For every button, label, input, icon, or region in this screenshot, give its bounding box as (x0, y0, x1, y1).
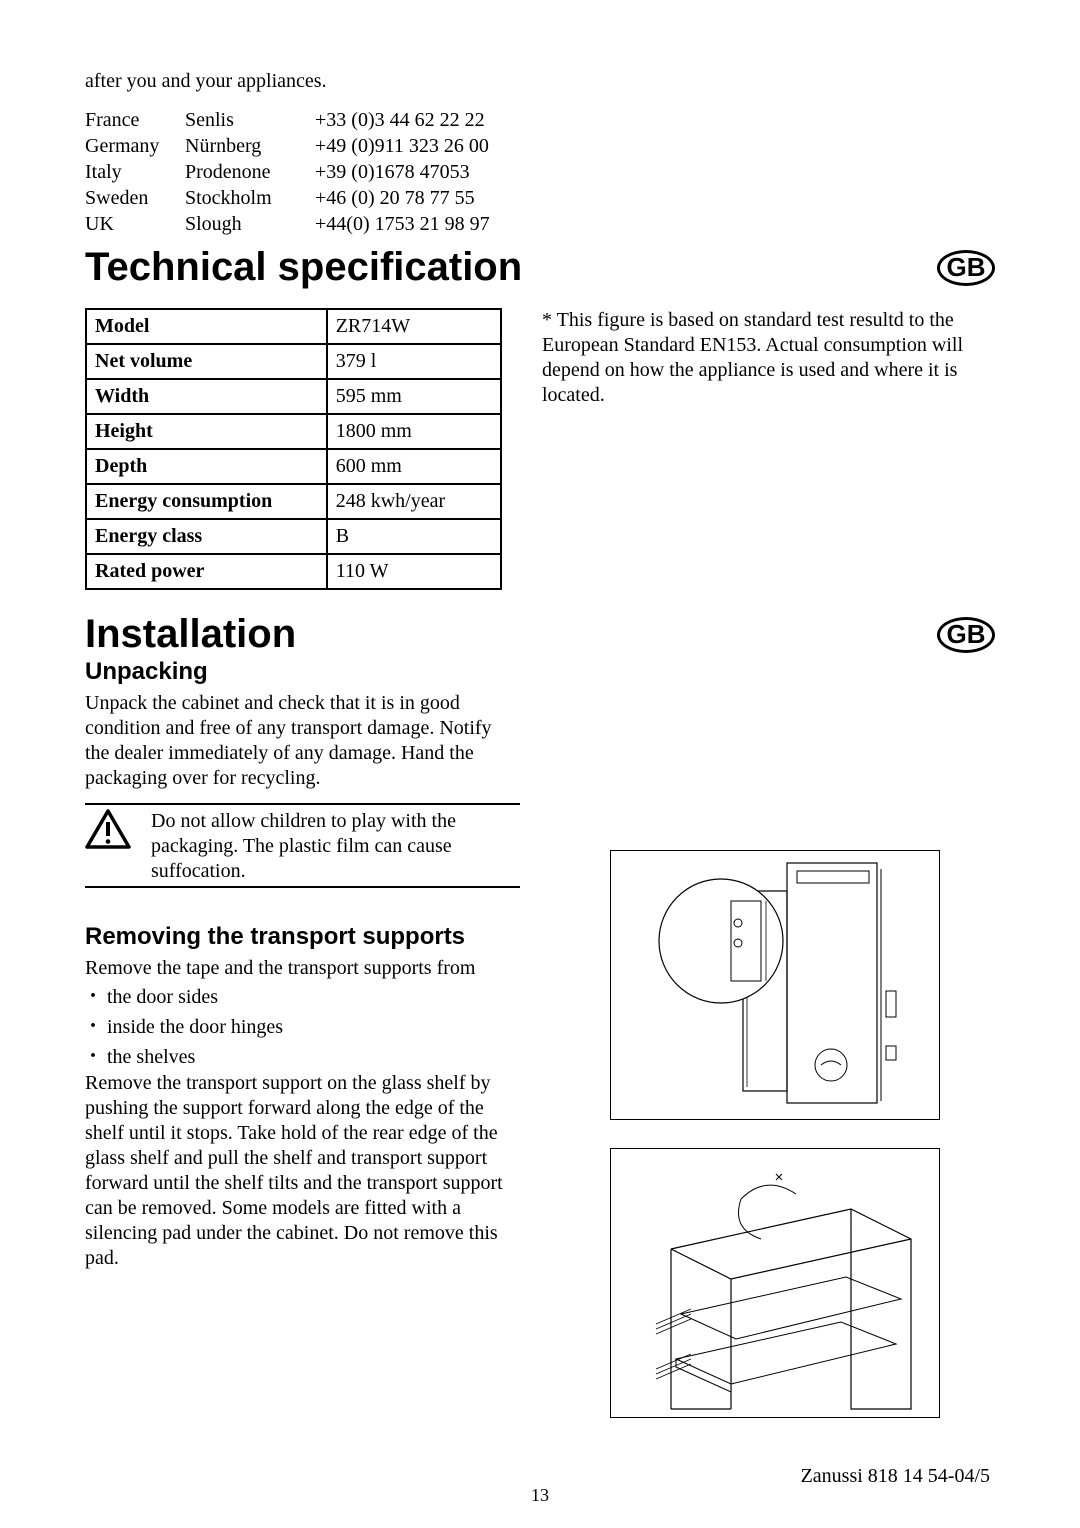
phone-number: +39 (0)1678 47053 (315, 159, 470, 185)
illustration-shelf-removal (610, 1148, 940, 1418)
spec-value: 595 mm (327, 379, 501, 414)
list-item: inside the door hinges (89, 1011, 520, 1041)
illustration-column (610, 850, 980, 1446)
footer-reference: Zanussi 818 14 54-04/5 (801, 1465, 990, 1488)
phone-row: UK Slough +44(0) 1753 21 98 97 (85, 211, 995, 237)
spec-key: Model (86, 309, 327, 344)
heading-text: Technical specification (85, 245, 522, 290)
spec-value: 379 l (327, 344, 501, 379)
warning-triangle-icon (85, 809, 131, 849)
gb-badge-icon: GB (937, 250, 995, 286)
country: Germany (85, 133, 185, 159)
country: UK (85, 211, 185, 237)
subheading-unpacking: Unpacking (85, 657, 520, 687)
phone-row: France Senlis +33 (0)3 44 62 22 22 (85, 107, 995, 133)
page-number: 13 (531, 1485, 549, 1506)
spec-key: Depth (86, 449, 327, 484)
phone-row: Sweden Stockholm +46 (0) 20 78 77 55 (85, 185, 995, 211)
heading-technical-specification: Technical specification GB (85, 245, 995, 290)
spec-key: Net volume (86, 344, 327, 379)
spec-value: B (327, 519, 501, 554)
city: Prodenone (185, 159, 315, 185)
illustration-door-hinge (610, 850, 940, 1120)
spec-key: Energy consumption (86, 484, 327, 519)
list-item: the door sides (89, 981, 520, 1011)
table-row: Rated power110 W (86, 554, 501, 589)
phone-row: Germany Nürnberg +49 (0)911 323 26 00 (85, 133, 995, 159)
spec-footnote: * This figure is based on standard test … (542, 308, 995, 590)
transport-lead: Remove the tape and the transport suppor… (85, 956, 520, 981)
spec-key: Height (86, 414, 327, 449)
country: Sweden (85, 185, 185, 211)
unpacking-body: Unpack the cabinet and check that it is … (85, 691, 520, 791)
transport-body: Remove the transport support on the glas… (85, 1071, 520, 1271)
heading-text: Installation (85, 612, 296, 657)
city: Slough (185, 211, 315, 237)
subheading-transport-supports: Removing the transport supports (85, 922, 520, 952)
spec-value: 110 W (327, 554, 501, 589)
table-row: Height1800 mm (86, 414, 501, 449)
city: Senlis (185, 107, 315, 133)
gb-badge-icon: GB (937, 617, 995, 653)
spec-key: Rated power (86, 554, 327, 589)
phone-number: +33 (0)3 44 62 22 22 (315, 107, 485, 133)
spec-value: ZR714W (327, 309, 501, 344)
spec-value: 248 kwh/year (327, 484, 501, 519)
table-row: Depth600 mm (86, 449, 501, 484)
spec-value: 600 mm (327, 449, 501, 484)
warning-box: Do not allow children to play with the p… (85, 803, 520, 888)
table-row: Width595 mm (86, 379, 501, 414)
warning-text: Do not allow children to play with the p… (151, 809, 520, 886)
phone-number: +49 (0)911 323 26 00 (315, 133, 489, 159)
spec-key: Energy class (86, 519, 327, 554)
spec-value: 1800 mm (327, 414, 501, 449)
country: France (85, 107, 185, 133)
spec-table: ModelZR714W Net volume379 l Width595 mm … (85, 308, 502, 590)
table-row: ModelZR714W (86, 309, 501, 344)
list-item: the shelves (89, 1041, 520, 1071)
contact-phone-list: France Senlis +33 (0)3 44 62 22 22 Germa… (85, 107, 995, 237)
spec-key: Width (86, 379, 327, 414)
table-row: Energy consumption248 kwh/year (86, 484, 501, 519)
city: Stockholm (185, 185, 315, 211)
heading-installation: Installation GB (85, 612, 995, 657)
table-row: Energy classB (86, 519, 501, 554)
transport-bullet-list: the door sides inside the door hinges th… (85, 981, 520, 1071)
phone-number: +46 (0) 20 78 77 55 (315, 185, 475, 211)
city: Nürnberg (185, 133, 315, 159)
intro-text: after you and your appliances. (85, 70, 995, 93)
table-row: Net volume379 l (86, 344, 501, 379)
phone-row: Italy Prodenone +39 (0)1678 47053 (85, 159, 995, 185)
phone-number: +44(0) 1753 21 98 97 (315, 211, 490, 237)
country: Italy (85, 159, 185, 185)
